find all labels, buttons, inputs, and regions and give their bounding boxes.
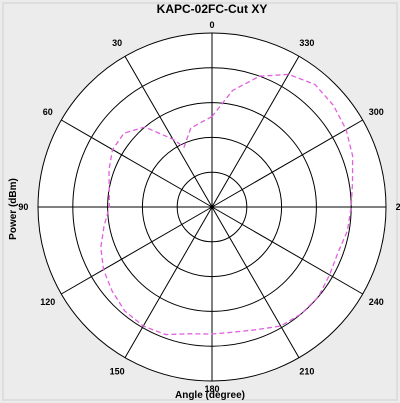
angle-tick-label-90: 90	[18, 202, 28, 212]
grid-spoke-150	[124, 206, 213, 358]
angle-tick-label-240: 240	[369, 297, 384, 307]
x-axis-label: Angle (degree)	[175, 390, 245, 401]
grid-spoke-120	[61, 206, 213, 295]
grid-spoke-300	[211, 119, 363, 208]
grid-spoke-240	[211, 206, 363, 295]
angle-tick-label-180: 180	[204, 384, 219, 394]
series-layer	[100, 73, 354, 336]
angle-tick-label-300: 300	[369, 107, 384, 117]
angle-tick-label-210: 210	[299, 366, 314, 376]
angle-tick-label-270: 270	[396, 202, 400, 212]
angle-tick-label-330: 330	[299, 38, 314, 48]
angle-tick-label-120: 120	[40, 297, 55, 307]
angle-tick-label-150: 150	[110, 366, 125, 376]
polar-grid	[37, 32, 387, 382]
y-axis-label: Power (dBm)	[8, 178, 19, 240]
grid-spoke-60	[61, 119, 213, 208]
angle-tick-label-60: 60	[43, 107, 53, 117]
grid-spoke-30	[124, 56, 213, 208]
angle-tick-labels: 0 30 60 90 120 150 180 210 240 270 300 330	[18, 20, 400, 394]
grid-spoke-330	[211, 56, 300, 208]
grid-spoke-210	[211, 206, 300, 358]
chart-title: KAPC-02FC-Cut XY	[157, 2, 268, 16]
angle-tick-label-30: 30	[112, 38, 122, 48]
series-line-0	[100, 73, 354, 336]
angle-tick-label-0: 0	[209, 20, 214, 30]
